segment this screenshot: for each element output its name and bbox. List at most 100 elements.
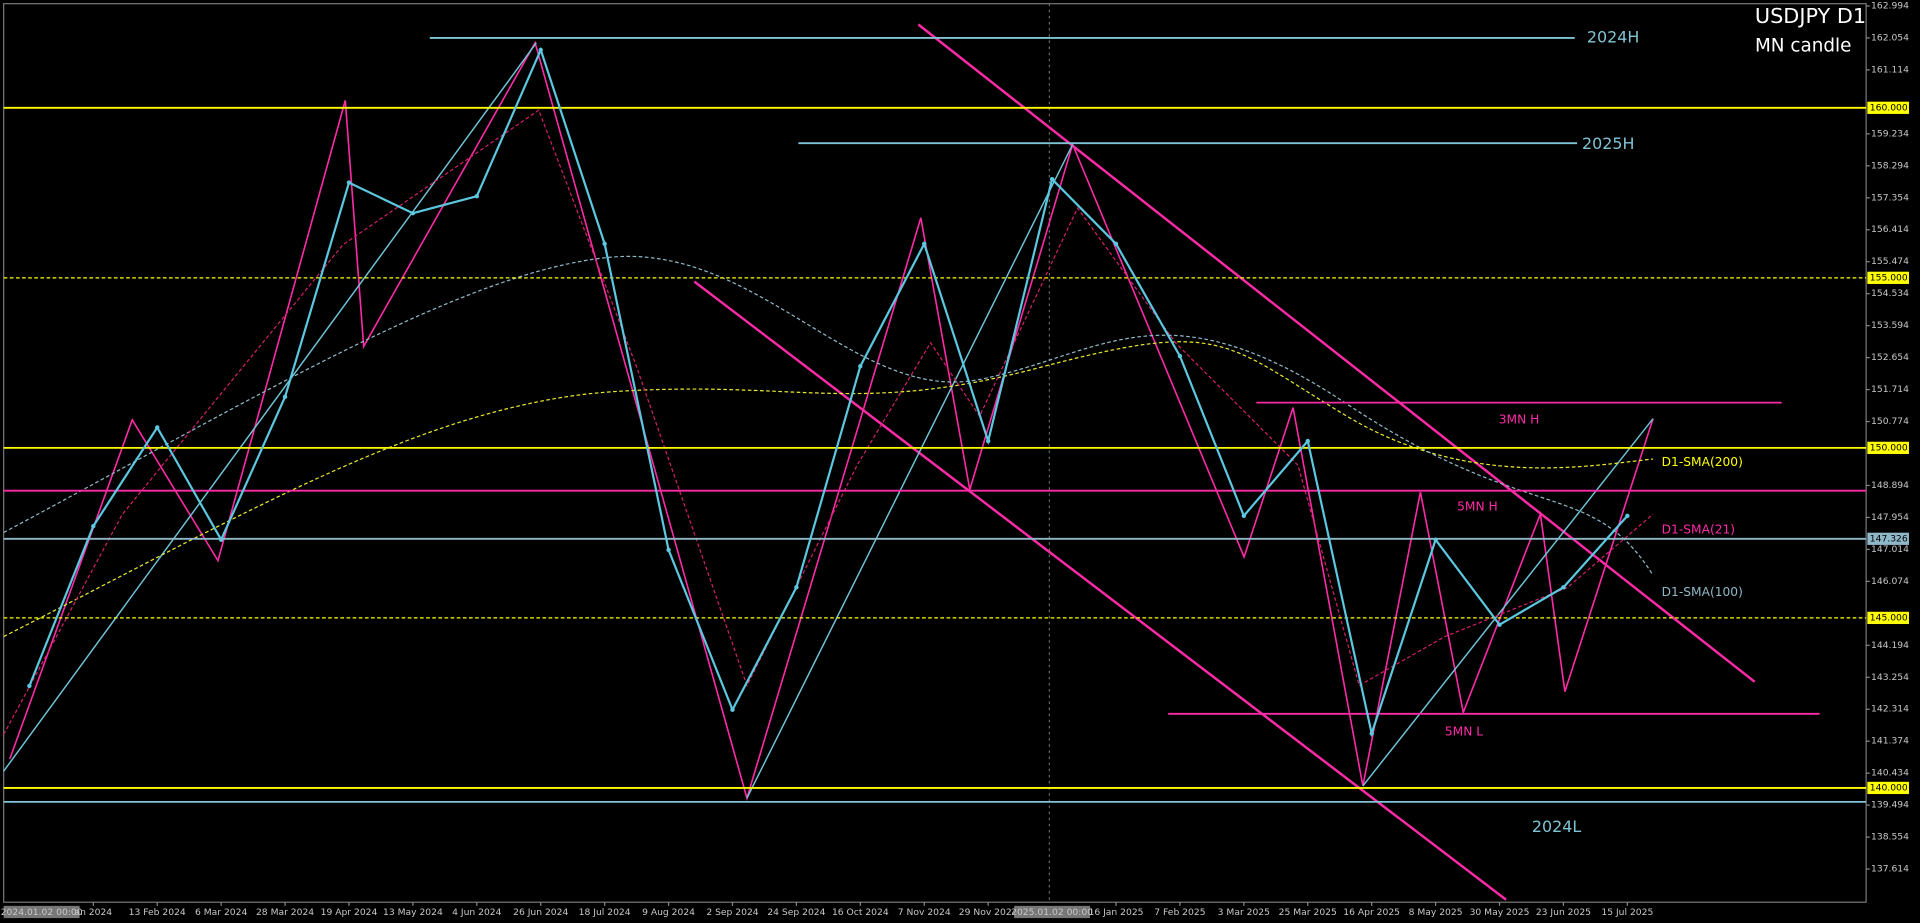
trend-line: [693, 280, 1507, 901]
x-tick-label: 29 Nov 2024: [959, 907, 1018, 918]
sma-21: [3, 109, 1654, 735]
x-tick-label: 26 Jun 2024: [513, 907, 568, 918]
y-tick-label: 148.894: [1871, 480, 1909, 491]
y-tick-label: 162.054: [1871, 32, 1909, 43]
y-tick-label: 155.474: [1871, 256, 1909, 267]
price-point: [1625, 513, 1630, 519]
price-point: [410, 211, 416, 216]
price-label-box: [1867, 611, 1909, 625]
y-tick-label: 140.434: [1871, 768, 1909, 779]
y-tick-label: 154.534: [1871, 288, 1909, 299]
x-tick-label: 2 Sep 2024: [706, 907, 758, 918]
price-point: [282, 394, 288, 400]
annotation: 3MN H: [1499, 412, 1540, 426]
x-tick-label: 7 Feb 2025: [1154, 907, 1205, 918]
price-point: [1561, 585, 1566, 590]
price-label-box: [1867, 441, 1909, 454]
x-tick-label: 24 Sep 2024: [767, 907, 825, 918]
chart-title: USDJPY D1: [1755, 4, 1866, 28]
trend-line: [746, 144, 1074, 799]
price-point: [922, 241, 927, 247]
y-tick-label: 158.294: [1871, 160, 1909, 171]
price-point: [1497, 622, 1502, 627]
chart-subtitle: MN candle: [1755, 36, 1851, 57]
price-point: [155, 425, 160, 430]
y-tick-label: 162.994: [1871, 0, 1909, 11]
y-tick-label: 141.374: [1871, 736, 1909, 747]
zigzag: [9, 40, 1654, 801]
price-point: [346, 180, 352, 185]
trend-line: [3, 42, 537, 772]
y-tick-label: 147.954: [1871, 512, 1909, 523]
annotation: 2024H: [1587, 27, 1639, 46]
moving-averages: [3, 109, 1654, 735]
price-point: [218, 537, 224, 542]
x-tick-label: an 2024: [74, 907, 112, 918]
y-tick-label: 153.594: [1871, 320, 1909, 331]
price-label-box: [1867, 271, 1909, 284]
x-tick-label: 2025.01.02 00:00: [1011, 907, 1093, 918]
trend-line: [917, 23, 1756, 683]
y-tick-label: 159.234: [1871, 128, 1909, 139]
price-label: 147.326: [1870, 533, 1908, 544]
cyan-trend-lines: [3, 42, 1654, 799]
annotation: 2025H: [1582, 134, 1634, 153]
price-label: 140.000: [1870, 782, 1908, 793]
y-tick-label: 142.314: [1871, 704, 1909, 715]
y-tick-label: 156.414: [1871, 224, 1909, 235]
annotation: 5MN H: [1457, 499, 1498, 513]
price-point: [858, 364, 863, 369]
y-tick-label: 152.654: [1871, 352, 1909, 363]
y-tick-label: 143.254: [1871, 672, 1909, 683]
x-tick-label: 4 Jun 2024: [452, 907, 502, 918]
x-tick-label: 13 May 2024: [383, 907, 443, 918]
price-point: [1049, 177, 1055, 182]
annotation: 5MN L: [1445, 725, 1483, 739]
annotation: D1-SMA(200): [1662, 455, 1743, 469]
price-label: 150.000: [1870, 442, 1908, 453]
trend-lines: [9, 23, 1756, 901]
price-label-box: [1867, 101, 1909, 114]
x-tick-label: 18 Jul 2024: [579, 907, 631, 918]
y-tick-label: 144.194: [1871, 640, 1909, 651]
x-tick-label: 19 Apr 2024: [321, 907, 378, 918]
price-line: [28, 46, 1629, 738]
y-tick-label: 161.114: [1871, 64, 1909, 75]
price-point: [1177, 353, 1183, 359]
annotation: 2024L: [1532, 817, 1581, 836]
annotation: D1-SMA(21): [1662, 523, 1735, 537]
price-point: [730, 707, 735, 712]
y-tick-label: 147.014: [1871, 544, 1909, 555]
x-tick-label: 2024.01.02 00:00: [1, 907, 83, 918]
price-point: [602, 241, 607, 247]
x-tick-label: 15 Jul 2025: [1601, 907, 1653, 918]
price-point: [91, 523, 96, 529]
price-label: 155.000: [1870, 272, 1908, 283]
y-tick-label: 146.074: [1871, 576, 1909, 587]
price-point: [1369, 731, 1374, 736]
x-tick-label: 16 Apr 2025: [1343, 907, 1400, 918]
x-tick-label: 16 Jan 2025: [1089, 907, 1144, 918]
price-label-box: [1867, 532, 1909, 545]
price-point: [985, 438, 991, 444]
y-tick-label: 150.774: [1871, 416, 1909, 427]
y-tick-label: 157.354: [1871, 192, 1909, 203]
y-tick-label: 139.494: [1871, 800, 1909, 811]
x-tick-label: 23 Jun 2025: [1536, 907, 1591, 918]
y-tick-label: 151.714: [1871, 384, 1909, 395]
x-tick-label: 6 Mar 2024: [195, 907, 247, 918]
plot-frame: [3, 3, 1867, 903]
x-tick-label: 8 May 2025: [1409, 907, 1463, 918]
price-point: [1241, 513, 1247, 519]
x-tick-label: 25 Mar 2025: [1279, 907, 1337, 918]
price-point: [1433, 537, 1438, 542]
price-point: [538, 47, 543, 53]
x-tick-label: 9 Aug 2024: [642, 907, 695, 918]
date-label-box: [1014, 905, 1091, 919]
x-tick-label: 16 Oct 2024: [832, 907, 889, 918]
y-tick-label: 137.614: [1871, 864, 1909, 875]
annotation: D1-SMA(100): [1662, 585, 1743, 599]
